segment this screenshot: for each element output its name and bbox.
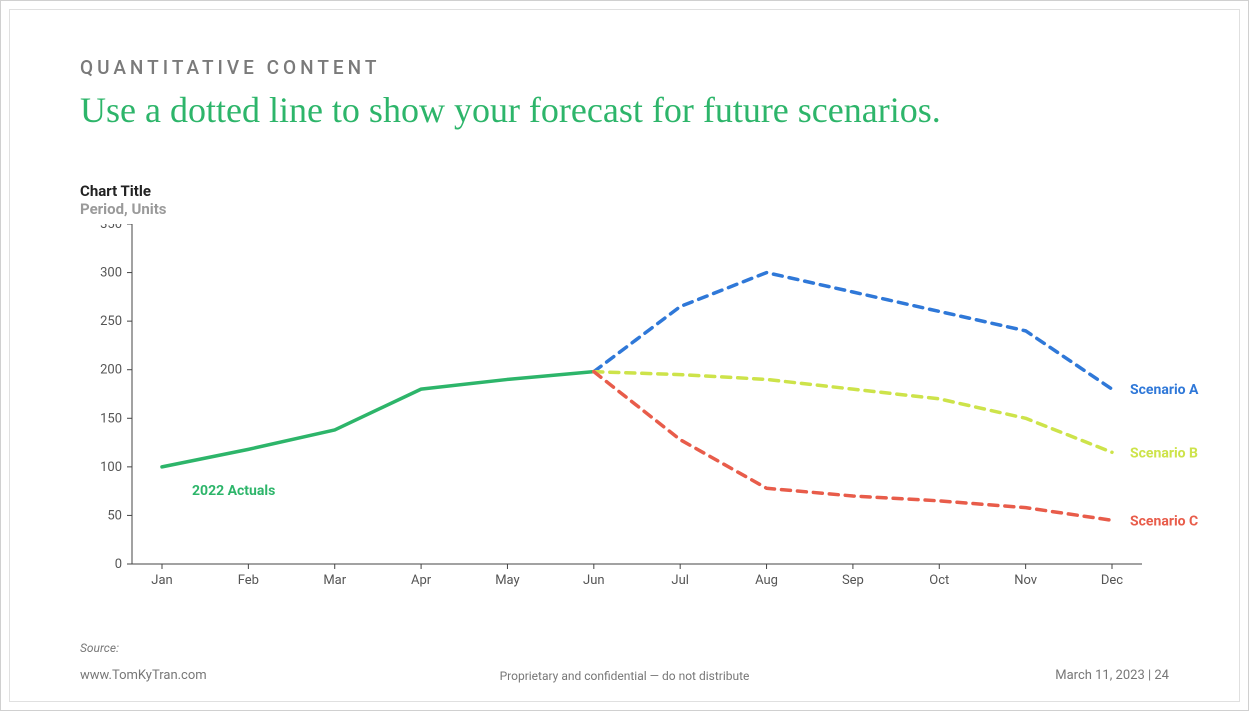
footer-center: Proprietary and confidential — do not di… <box>80 669 1169 683</box>
x-tick-label: Mar <box>323 573 346 588</box>
chart-subtitle: Period, Units <box>80 200 1169 218</box>
slide-footer: www.TomKyTran.com Proprietary and confid… <box>80 668 1169 683</box>
y-tick-label: 300 <box>100 266 122 281</box>
x-tick-label: May <box>495 573 519 588</box>
slide-eyebrow: QUANTITATIVE CONTENT <box>80 56 1169 79</box>
y-tick-label: 350 <box>100 224 122 232</box>
x-tick-label: Dec <box>1101 573 1123 588</box>
y-tick-label: 0 <box>115 557 122 572</box>
x-tick-label: Jan <box>151 573 172 588</box>
slide-frame: QUANTITATIVE CONTENT Use a dotted line t… <box>0 0 1249 711</box>
y-tick-label: 50 <box>107 509 122 524</box>
chart-source-label: Source: <box>80 641 119 655</box>
x-tick-label: Nov <box>1014 573 1038 588</box>
x-tick-label: Feb <box>238 573 259 588</box>
chart-title: Chart Title <box>80 182 1169 200</box>
series-scenario-b <box>594 372 1112 453</box>
series-actuals <box>162 372 594 467</box>
x-tick-label: Apr <box>411 573 432 588</box>
series-scenario-c <box>594 372 1112 521</box>
footer-page: 24 <box>1154 668 1169 683</box>
series-label-actuals: 2022 Actuals <box>192 483 275 499</box>
y-tick-label: 100 <box>100 460 122 475</box>
footer-divider: | <box>1145 668 1155 683</box>
footer-left: www.TomKyTran.com <box>80 668 207 683</box>
x-tick-label: Oct <box>929 573 949 588</box>
y-tick-label: 250 <box>100 314 122 329</box>
x-tick-label: Sep <box>842 573 864 588</box>
y-tick-label: 200 <box>100 363 122 378</box>
series-scenario-a <box>594 273 1112 390</box>
x-tick-label: Aug <box>755 573 778 588</box>
x-tick-label: Jun <box>583 573 605 588</box>
series-label-scenario-c: Scenario C <box>1130 513 1198 529</box>
series-label-scenario-b: Scenario B <box>1130 445 1198 461</box>
slide-headline: Use a dotted line to show your forecast … <box>80 89 1169 132</box>
series-label-scenario-a: Scenario A <box>1130 382 1199 398</box>
chart-block: Chart Title Period, Units 0 50 100 150 200 25… <box>80 182 1169 596</box>
y-tick-label: 150 <box>100 411 122 426</box>
footer-right: March 11, 2023 | 24 <box>1055 668 1169 683</box>
line-chart: 0 50 100 150 200 250 300 350 Jan Feb Mar Apr May Jun J… <box>80 224 1249 596</box>
slide-inner: QUANTITATIVE CONTENT Use a dotted line t… <box>9 9 1240 702</box>
x-tick-label: Jul <box>671 573 689 588</box>
footer-date: March 11, 2023 <box>1055 668 1145 683</box>
